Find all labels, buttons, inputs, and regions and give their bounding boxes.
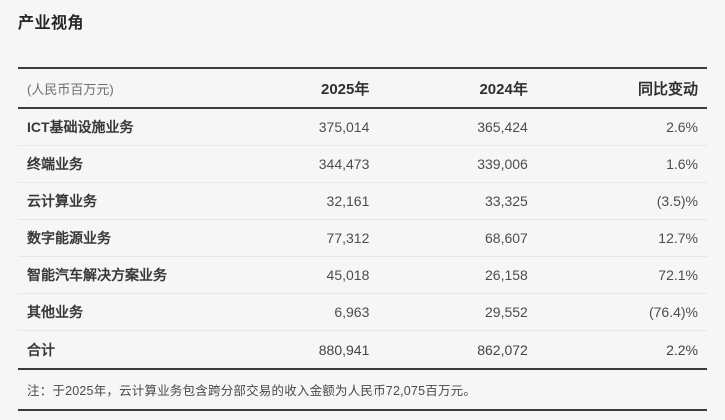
value-2025: 45,018: [224, 256, 370, 294]
table-row: 终端业务 344,473 339,006 1.6%: [18, 145, 707, 183]
column-header-change: 同比变动: [527, 68, 707, 109]
table-row: 其他业务 6,963 29,552 (76.4)%: [18, 293, 707, 331]
segment-revenue-table: (人民币百万元) 2025年 2024年 同比变动 ICT基础设施业务 375,…: [18, 67, 707, 370]
value-2024: 33,325: [369, 182, 528, 220]
value-change: (76.4)%: [527, 293, 707, 331]
table-header: (人民币百万元) 2025年 2024年 同比变动: [18, 68, 707, 109]
value-change: 2.6%: [527, 108, 707, 146]
row-label: 数字能源业务: [18, 219, 225, 257]
header-row: (人民币百万元) 2025年 2024年 同比变动: [18, 68, 707, 109]
unit-label: (人民币百万元): [18, 68, 225, 109]
table-row: 数字能源业务 77,312 68,607 12.7%: [18, 219, 707, 257]
total-change: 2.2%: [527, 330, 707, 370]
value-2025: 77,312: [224, 219, 370, 257]
value-2024: 26,158: [369, 256, 528, 294]
value-change: 72.1%: [527, 256, 707, 294]
page-title: 产业视角: [18, 15, 85, 32]
value-change: (3.5)%: [527, 182, 707, 220]
value-2025: 375,014: [224, 108, 370, 146]
total-2024: 862,072: [369, 330, 528, 370]
column-header-2025: 2025年: [224, 68, 370, 109]
page-container: 产业视角 (人民币百万元) 2025年 2024年 同比变动 ICT基础设施业务…: [18, 15, 707, 411]
row-label: 其他业务: [18, 293, 225, 331]
value-2025: 344,473: [224, 145, 370, 183]
table-row: 智能汽车解决方案业务 45,018 26,158 72.1%: [18, 256, 707, 294]
total-label: 合计: [18, 330, 225, 370]
table-row: 云计算业务 32,161 33,325 (3.5)%: [18, 182, 707, 220]
column-header-2024: 2024年: [369, 68, 528, 109]
row-label: 智能汽车解决方案业务: [18, 256, 225, 294]
value-2024: 339,006: [369, 145, 528, 183]
value-2025: 6,963: [224, 293, 370, 331]
value-2025: 32,161: [224, 182, 370, 220]
footnote: 注：于2025年，云计算业务包含跨分部交易的收入金额为人民币72,075百万元。: [18, 370, 707, 411]
value-2024: 68,607: [369, 219, 528, 257]
table-body: ICT基础设施业务 375,014 365,424 2.6% 终端业务 344,…: [18, 108, 707, 370]
row-label: 终端业务: [18, 145, 225, 183]
value-2024: 29,552: [369, 293, 528, 331]
value-change: 1.6%: [527, 145, 707, 183]
value-change: 12.7%: [527, 219, 707, 257]
row-label: ICT基础设施业务: [18, 108, 225, 146]
total-2025: 880,941: [224, 330, 370, 370]
row-label: 云计算业务: [18, 182, 225, 220]
value-2024: 365,424: [369, 108, 528, 146]
total-row: 合计 880,941 862,072 2.2%: [18, 330, 707, 370]
table-row: ICT基础设施业务 375,014 365,424 2.6%: [18, 108, 707, 146]
